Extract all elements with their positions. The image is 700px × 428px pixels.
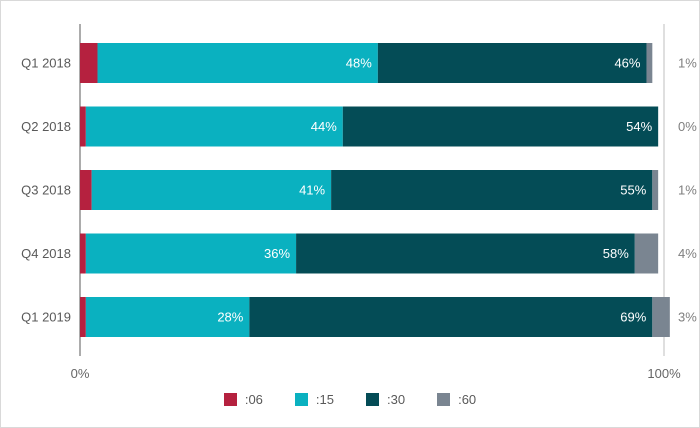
data-label: 54%	[626, 119, 652, 134]
legend-swatch	[366, 393, 379, 406]
legend-swatch	[223, 393, 237, 406]
bar-segment	[249, 297, 653, 337]
data-label: 69%	[620, 310, 646, 325]
bar-segment	[646, 43, 653, 83]
data-label: 58%	[603, 246, 629, 261]
bar-segment	[634, 233, 659, 274]
category-label: Q3 2018	[21, 183, 71, 198]
bar-segment	[331, 170, 653, 210]
bar-segment	[80, 297, 86, 337]
data-label: 1%	[678, 56, 697, 71]
bar-segment	[85, 297, 250, 337]
data-label: 3%	[678, 310, 697, 325]
legend-label: :15	[315, 392, 334, 407]
data-label: 1%	[678, 183, 697, 198]
bar-segment	[377, 43, 647, 83]
bar-segment	[342, 106, 659, 147]
legend-swatch	[294, 393, 308, 406]
legend-label: :60	[458, 392, 477, 407]
data-label: 48%	[346, 56, 372, 71]
legend-item: :15	[294, 392, 334, 407]
legend-item: :30	[366, 392, 405, 407]
data-label: 28%	[217, 310, 243, 325]
category-label: Q2 2018	[21, 119, 71, 134]
bar-segment	[80, 43, 98, 83]
data-label: 46%	[614, 56, 640, 71]
bar-segment	[91, 170, 332, 210]
bar-segment	[80, 170, 92, 210]
data-label: 4%	[678, 246, 697, 261]
bar-segment	[80, 233, 86, 274]
bar-segment	[296, 233, 635, 274]
legend-item: :06	[223, 392, 263, 407]
bar-segment	[652, 170, 659, 210]
category-label: Q1 2019	[21, 310, 71, 325]
category-label: Q1 2018	[21, 56, 71, 71]
data-label: 41%	[299, 183, 325, 198]
category-label: Q4 2018	[21, 246, 71, 261]
legend-swatch	[437, 393, 451, 406]
x-tick-label: 100%	[647, 366, 681, 381]
legend-label: :06	[244, 392, 263, 407]
legend-label: :30	[387, 392, 406, 407]
chart-legend: :06 :15 :30 :60	[0, 392, 700, 407]
data-label: 0%	[678, 119, 697, 134]
data-label: 55%	[620, 183, 646, 198]
data-label: 36%	[264, 246, 290, 261]
x-tick-label: 0%	[71, 366, 90, 381]
bar-segment	[85, 106, 343, 147]
bar-segment	[85, 233, 297, 274]
data-label: 44%	[311, 119, 337, 134]
bar-segment	[97, 43, 378, 83]
bar-segment	[80, 106, 86, 147]
bar-segment	[652, 297, 670, 337]
legend-item: :60	[437, 392, 476, 407]
